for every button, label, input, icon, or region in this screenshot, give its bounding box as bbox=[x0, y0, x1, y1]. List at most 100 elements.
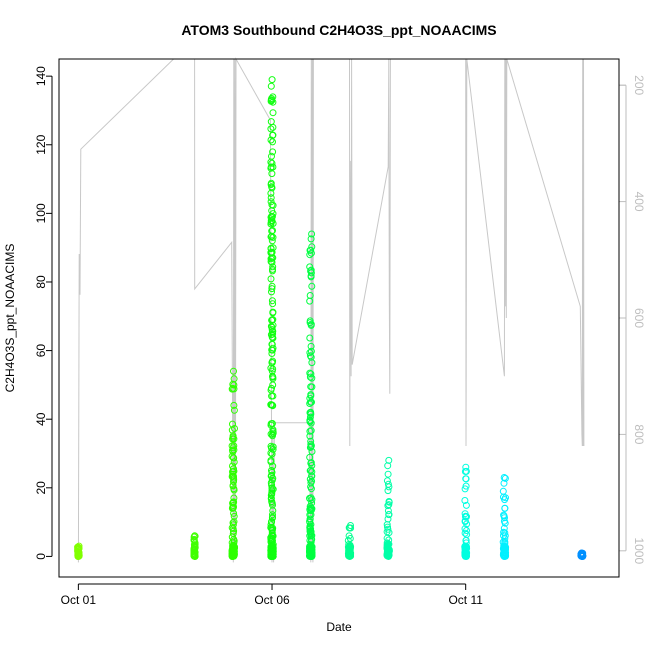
plot-box bbox=[58, 58, 620, 578]
data-point bbox=[269, 485, 277, 493]
data-point bbox=[269, 265, 276, 273]
data-point bbox=[384, 487, 392, 495]
data-point bbox=[307, 459, 315, 467]
data-point bbox=[462, 463, 470, 471]
data-point bbox=[229, 548, 237, 556]
data-point bbox=[500, 511, 508, 519]
data-point bbox=[308, 359, 316, 367]
data-point bbox=[268, 97, 276, 104]
data-point bbox=[267, 331, 275, 339]
data-point bbox=[230, 367, 237, 375]
data-point bbox=[269, 507, 277, 515]
data-point bbox=[190, 533, 198, 541]
data-point bbox=[501, 529, 509, 537]
data-point bbox=[463, 527, 470, 534]
data-point bbox=[268, 420, 276, 427]
data-point bbox=[501, 504, 509, 512]
y-tick-label: 60 bbox=[34, 344, 48, 358]
data-point bbox=[383, 477, 391, 485]
data-point bbox=[269, 109, 277, 117]
data-point bbox=[307, 347, 315, 355]
data-point bbox=[269, 445, 277, 453]
y2-tick-label: 200 bbox=[632, 75, 646, 95]
data-point bbox=[345, 532, 353, 540]
data-point bbox=[230, 527, 237, 535]
data-point bbox=[267, 198, 275, 206]
y-tick-label: 40 bbox=[34, 412, 48, 426]
data-point bbox=[346, 549, 354, 557]
data-point bbox=[307, 383, 315, 391]
data-point bbox=[268, 170, 276, 178]
data-point bbox=[267, 521, 275, 529]
data-point bbox=[230, 512, 238, 520]
data-point bbox=[268, 532, 276, 540]
data-point bbox=[269, 138, 276, 146]
data-point bbox=[500, 524, 508, 532]
data-point bbox=[307, 391, 315, 399]
data-point bbox=[501, 519, 509, 527]
data-point bbox=[230, 476, 238, 484]
data-point bbox=[230, 406, 238, 414]
data-point bbox=[307, 266, 315, 274]
data-point bbox=[462, 536, 470, 544]
data-point bbox=[190, 548, 198, 556]
x-tick-label: Oct 01 bbox=[61, 593, 97, 607]
data-point bbox=[267, 213, 275, 221]
x-tick-label: Oct 06 bbox=[254, 593, 290, 607]
data-point bbox=[501, 532, 509, 540]
data-point bbox=[267, 125, 275, 133]
data-point bbox=[306, 352, 314, 360]
data-point bbox=[75, 549, 83, 557]
data-point bbox=[306, 297, 314, 305]
data-point bbox=[229, 462, 236, 470]
data-point bbox=[385, 456, 393, 464]
data-point bbox=[268, 484, 276, 492]
data-point bbox=[268, 323, 276, 331]
data-point bbox=[307, 427, 315, 435]
data-point bbox=[229, 544, 237, 552]
data-point bbox=[384, 549, 392, 557]
y2-tick-label: 800 bbox=[632, 424, 646, 444]
concentration-series bbox=[74, 76, 587, 560]
y-tick-label: 80 bbox=[34, 275, 48, 289]
data-point bbox=[307, 440, 315, 448]
data-point bbox=[267, 258, 275, 266]
data-point bbox=[306, 511, 314, 519]
data-point bbox=[385, 498, 393, 506]
data-point bbox=[267, 220, 275, 228]
data-point bbox=[269, 131, 277, 139]
data-point bbox=[308, 243, 316, 251]
axes: 0 20 40 60 80 100 120 140 Oct 01 Oct 06 Oct 11 200 4… bbox=[34, 66, 646, 607]
data-point bbox=[306, 263, 314, 271]
data-point bbox=[230, 518, 238, 526]
data-point bbox=[267, 255, 275, 263]
data-point bbox=[269, 148, 277, 156]
data-point bbox=[306, 317, 314, 325]
data-point bbox=[462, 546, 470, 554]
data-point bbox=[268, 489, 276, 497]
data-point bbox=[307, 506, 315, 514]
data-point bbox=[269, 381, 277, 389]
data-point bbox=[269, 392, 277, 400]
data-point bbox=[268, 159, 276, 167]
data-point bbox=[268, 524, 276, 532]
data-point bbox=[461, 510, 469, 518]
data-point bbox=[269, 344, 277, 352]
data-point bbox=[383, 541, 391, 549]
data-point bbox=[230, 454, 238, 462]
data-point bbox=[268, 471, 276, 479]
data-point bbox=[384, 470, 392, 478]
data-point bbox=[462, 513, 470, 521]
data-point bbox=[268, 518, 276, 525]
data-point bbox=[306, 551, 314, 559]
data-point bbox=[190, 541, 198, 549]
data-point bbox=[500, 550, 508, 558]
data-point bbox=[500, 543, 508, 551]
data-point bbox=[268, 297, 276, 305]
y2-tick-label: 400 bbox=[632, 192, 646, 212]
data-point bbox=[306, 502, 314, 510]
data-point bbox=[461, 517, 469, 525]
data-point bbox=[267, 118, 275, 126]
data-point bbox=[269, 429, 277, 437]
data-point bbox=[267, 421, 275, 429]
